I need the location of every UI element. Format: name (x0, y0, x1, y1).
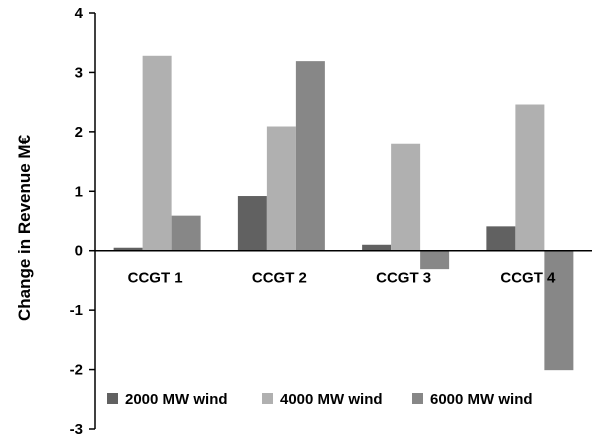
bar (113, 247, 143, 251)
y-tick-label: 2 (75, 124, 83, 141)
y-tick-label: 0 (75, 243, 83, 260)
bar (295, 61, 325, 251)
bar (515, 104, 545, 251)
category-label: CCGT 2 (252, 270, 307, 287)
category-labels-group: CCGT 1 CCGT 2 CCGT 3 CCGT 4 (128, 270, 556, 287)
legend-label: 6000 MW wind (430, 391, 533, 408)
bar (142, 55, 172, 251)
y-tick-label: 3 (75, 64, 83, 81)
legend: 2000 MW wind 4000 MW wind 6000 MW wind (107, 391, 533, 408)
bar (362, 244, 392, 251)
bar (237, 196, 267, 251)
legend-swatch (412, 393, 423, 404)
y-tick-label: -1 (70, 302, 83, 319)
y-tick-label: -2 (70, 362, 83, 379)
legend-swatch (262, 393, 273, 404)
bar (544, 250, 574, 371)
bar (391, 143, 421, 251)
y-tick-label: 1 (75, 183, 83, 200)
y-tick-label: -3 (70, 421, 83, 438)
category-label: CCGT 3 (376, 270, 431, 287)
bar (486, 226, 516, 251)
y-tick-label: 4 (75, 5, 84, 22)
y-axis-title: Change in Revenue M€ (15, 134, 34, 321)
bar (171, 215, 201, 251)
bars-group (113, 55, 574, 371)
bar (420, 250, 450, 270)
legend-swatch (107, 393, 118, 404)
y-ticks-group: 4 3 2 1 0 -1 -2 -3 (70, 5, 95, 438)
category-label: CCGT 1 (128, 270, 183, 287)
category-label: CCGT 4 (500, 270, 556, 287)
legend-label: 2000 MW wind (125, 391, 228, 408)
legend-label: 4000 MW wind (280, 391, 383, 408)
bar (266, 126, 296, 251)
